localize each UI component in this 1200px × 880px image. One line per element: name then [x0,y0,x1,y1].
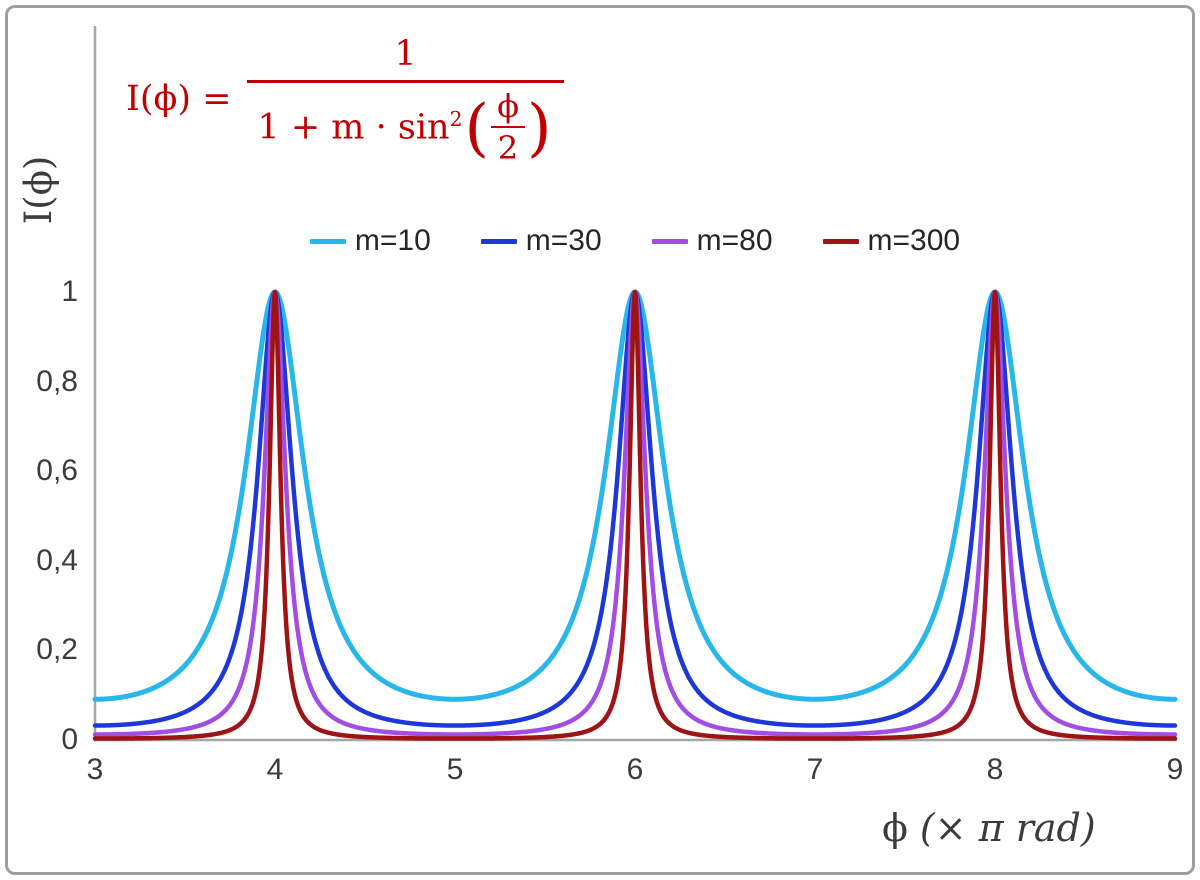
legend-swatch [309,238,346,244]
y-axis-title: I(ϕ) [16,155,60,225]
legend-item: m=30 [480,224,602,258]
formula-numerator: 1 [394,34,417,74]
formula-denominator-text: 1 + m · sin2 [257,107,462,148]
curve-m=300 [92,289,1178,741]
legend-item: m=300 [822,224,961,258]
x-axis-title: ϕ (× π rad) [882,806,1096,850]
formula-fraction: 1 1 + m · sin2 ( ϕ 2 ) [247,34,564,164]
legend-item: m=10 [309,224,431,258]
curve-m=80 [92,289,1178,737]
x-axis-unit: (× π rad) [919,806,1096,850]
formula-lhs: I(ϕ) = [126,79,232,120]
legend-label: m=300 [867,224,961,257]
legend-swatch [651,238,688,244]
formula: I(ϕ) = 1 1 + m · sin2 ( ϕ 2 ) [126,34,564,164]
legend-swatch [822,238,859,244]
x-axis-symbol: ϕ [882,806,908,850]
formula-paren-open: ( [464,90,490,164]
formula-denominator: 1 + m · sin2 ( ϕ 2 ) [247,80,564,164]
legend-swatch [480,238,517,244]
legend-item: m=80 [651,224,773,258]
formula-inner-numerator: ϕ [497,87,520,125]
legend: m=10 m=30 m=80 m=300 [95,224,1175,258]
curve-m=30 [92,289,1178,728]
formula-den-left: 1 + m · sin [257,107,450,148]
formula-exponent: 2 [449,106,463,131]
legend-label: m=80 [696,224,773,257]
legend-label: m=30 [525,224,602,257]
formula-inner-fraction: ϕ 2 [491,87,526,164]
legend-label: m=10 [354,224,431,257]
formula-inner-denominator: 2 [491,126,526,164]
formula-paren-close: ) [527,90,552,164]
